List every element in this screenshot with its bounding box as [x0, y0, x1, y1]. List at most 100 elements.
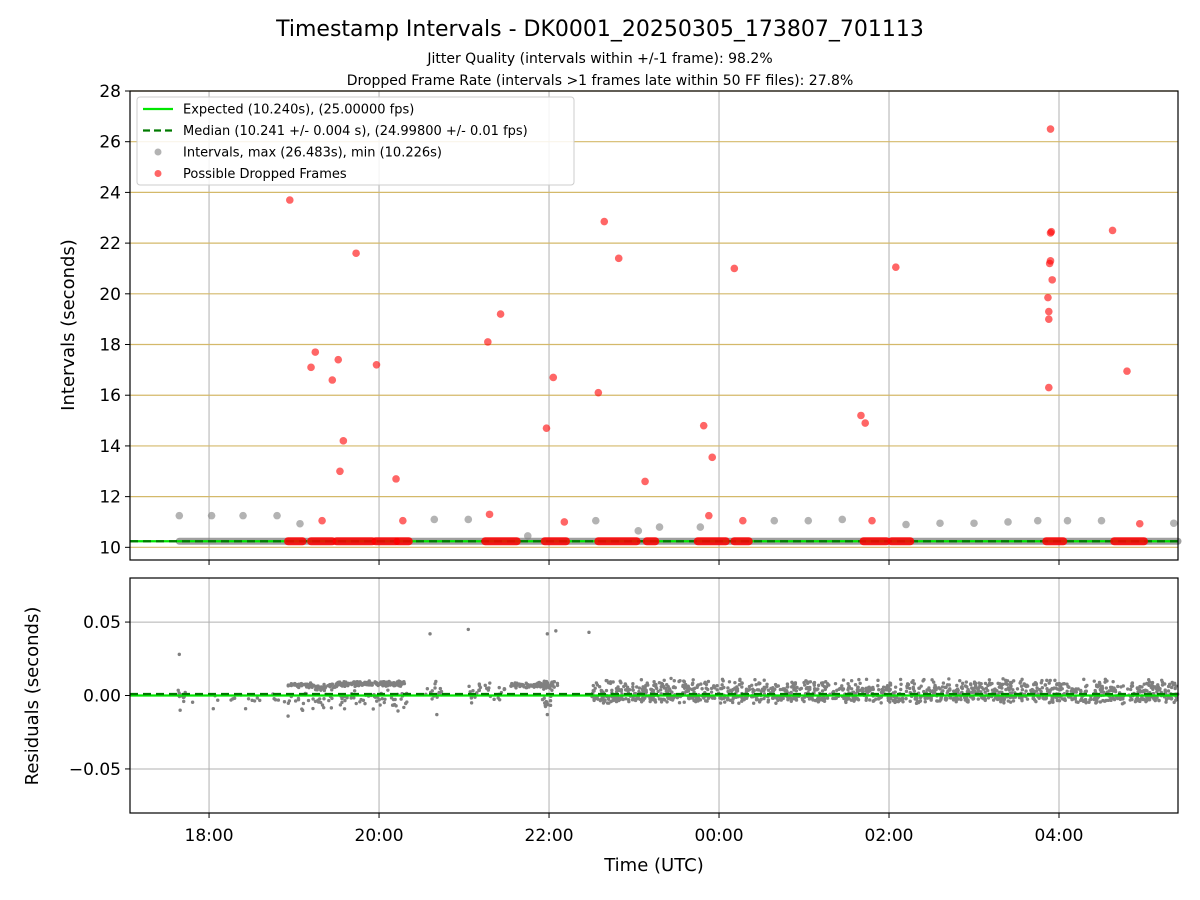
residual-point [725, 698, 730, 702]
residual-point [1157, 698, 1161, 703]
residual-point [596, 697, 600, 701]
residual-point [617, 688, 621, 693]
residual-point [305, 682, 309, 687]
residual-point [469, 696, 474, 700]
residual-point [638, 697, 642, 701]
residual-point [542, 679, 547, 683]
residual-point [899, 687, 903, 692]
residual-point [348, 682, 353, 686]
residual-point [1153, 685, 1157, 689]
residual-point [396, 709, 400, 713]
y-tick-label: 18 [99, 336, 121, 356]
residual-point [522, 685, 526, 689]
dropped-frame-point [392, 475, 400, 483]
residual-point [1097, 680, 1102, 685]
residual-point [1067, 685, 1071, 689]
residual-point [1009, 686, 1013, 690]
residual-point [313, 687, 318, 692]
residual-point [349, 696, 353, 700]
residual-point [316, 700, 321, 704]
residual-point [943, 685, 947, 690]
x-axis-label: Time (UTC) [603, 855, 704, 876]
residual-point [593, 686, 597, 690]
residual-point [1020, 677, 1024, 682]
residual-point [1138, 688, 1142, 692]
x-tick-label: 04:00 [1035, 826, 1084, 846]
residual-point [956, 688, 960, 693]
residual-point [1128, 687, 1133, 692]
residual-point [881, 685, 886, 689]
residual-point [310, 685, 314, 689]
residual-point [998, 683, 1002, 687]
residual-point [990, 688, 995, 692]
residual-point [671, 696, 675, 700]
residual-point [744, 687, 749, 691]
interval-point [523, 532, 532, 540]
residual-point [1011, 699, 1016, 703]
dropped-frame-point [1046, 125, 1055, 133]
residual-point [497, 685, 501, 690]
residual-point [715, 688, 719, 692]
residual-point [677, 701, 682, 705]
residual-point [300, 708, 305, 713]
residual-point [643, 688, 648, 692]
residual-point [964, 680, 969, 684]
residual-point [488, 681, 492, 685]
residual-point [478, 685, 483, 690]
residual-point [1169, 685, 1174, 690]
residual-point [849, 698, 854, 702]
residual-point [1008, 700, 1013, 704]
chart-title: Timestamp Intervals - DK0001_20250305_17… [275, 17, 924, 42]
residual-point [1079, 689, 1083, 694]
residual-point [853, 683, 858, 687]
residual-point [468, 690, 472, 694]
residual-point [691, 678, 695, 682]
residual-point [393, 683, 397, 688]
residual-point [827, 683, 831, 687]
residual-point [915, 696, 919, 701]
residual-point [286, 684, 290, 688]
residual-point [733, 680, 737, 685]
residual-point [334, 684, 339, 689]
residual-point [384, 683, 389, 687]
residual-point [727, 680, 732, 684]
residual-point [1107, 689, 1111, 693]
x-tick-label: 20:00 [355, 826, 404, 846]
residual-point [706, 696, 711, 701]
dropped-frame-point [739, 516, 747, 525]
residual-point [947, 677, 951, 681]
residual-point [682, 680, 687, 684]
residual-point [402, 705, 406, 710]
residual-point [802, 699, 806, 704]
residual-point [537, 680, 541, 685]
residual-point [469, 701, 474, 705]
residual-point [673, 685, 677, 690]
residual-point [370, 683, 374, 687]
residual-point [888, 681, 893, 686]
residual-point [935, 699, 940, 703]
residual-point [757, 682, 761, 686]
residual-point [668, 688, 672, 693]
residual-point [912, 682, 917, 686]
residual-point [1024, 684, 1029, 689]
residual-point [958, 678, 962, 683]
residual-point [1130, 681, 1135, 685]
residual-point [614, 686, 619, 691]
residual-point [323, 685, 328, 689]
residual-point [1019, 684, 1024, 688]
y-tick-label: 16 [99, 386, 121, 406]
residual-point [1083, 697, 1088, 702]
x-tick-label: 00:00 [695, 826, 744, 846]
residual-point [361, 698, 366, 703]
residual-point [1084, 701, 1088, 705]
dropped-frame-point [1135, 519, 1144, 528]
residual-point [232, 696, 237, 700]
residual-point [252, 699, 257, 703]
residual-point [1003, 678, 1008, 683]
residual-point [659, 697, 663, 701]
residual-point [322, 688, 327, 693]
residual-point [1122, 701, 1126, 705]
residual-point [1093, 688, 1097, 693]
residual-point [626, 688, 630, 692]
